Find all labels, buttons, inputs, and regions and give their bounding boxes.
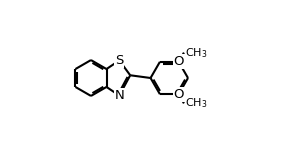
Text: CH$_3$: CH$_3$ (185, 97, 207, 110)
Text: CH$_3$: CH$_3$ (185, 46, 207, 59)
Text: O: O (173, 55, 184, 68)
Text: O: O (173, 88, 184, 101)
Text: S: S (115, 54, 123, 67)
Text: N: N (114, 89, 124, 102)
